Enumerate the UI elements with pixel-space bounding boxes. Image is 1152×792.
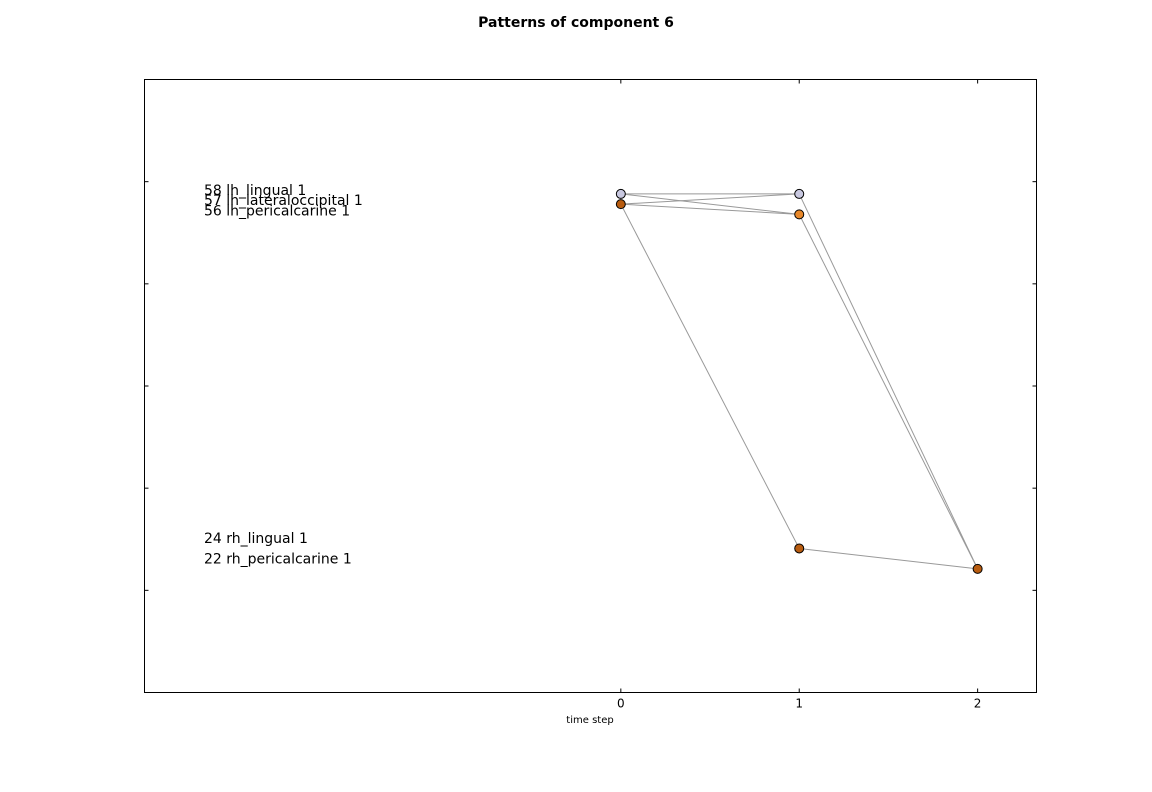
node-label: 57 lh_lateraloccipital 1 [204,193,363,209]
node-point [972,563,983,574]
x-tick-label: 2 [974,697,982,711]
node-point [794,209,805,220]
nodes-layer [615,188,983,574]
plot-frame [144,79,1037,693]
edge-line [620,203,800,549]
x-tick-label: 0 [617,697,625,711]
edge-line [798,214,979,570]
node-label: 58 lh_lingual 1 [204,183,306,199]
x-axis-label: time step [566,715,613,726]
node-labels-layer: 58 lh_lingual 157 lh_lateraloccipital 15… [204,183,363,568]
node-point [794,188,805,199]
chart-title: Patterns of component 6 [478,15,674,31]
edges-layer [620,193,979,570]
x-tick-label: 1 [795,697,803,711]
node-label: 22 rh_pericalcarine 1 [204,552,352,568]
ticks-layer: 0 1 2 [144,79,1037,711]
edge-line [798,193,979,570]
edge-line [620,193,800,205]
node-point [615,188,626,199]
edge-line [620,193,800,215]
node-label: 24 rh_lingual 1 [204,531,308,547]
edge-line [799,547,978,570]
edge-line [620,203,800,215]
node-point [615,199,626,210]
node-point [794,543,805,554]
node-label: 56 lh_pericalcarine 1 [204,203,350,219]
